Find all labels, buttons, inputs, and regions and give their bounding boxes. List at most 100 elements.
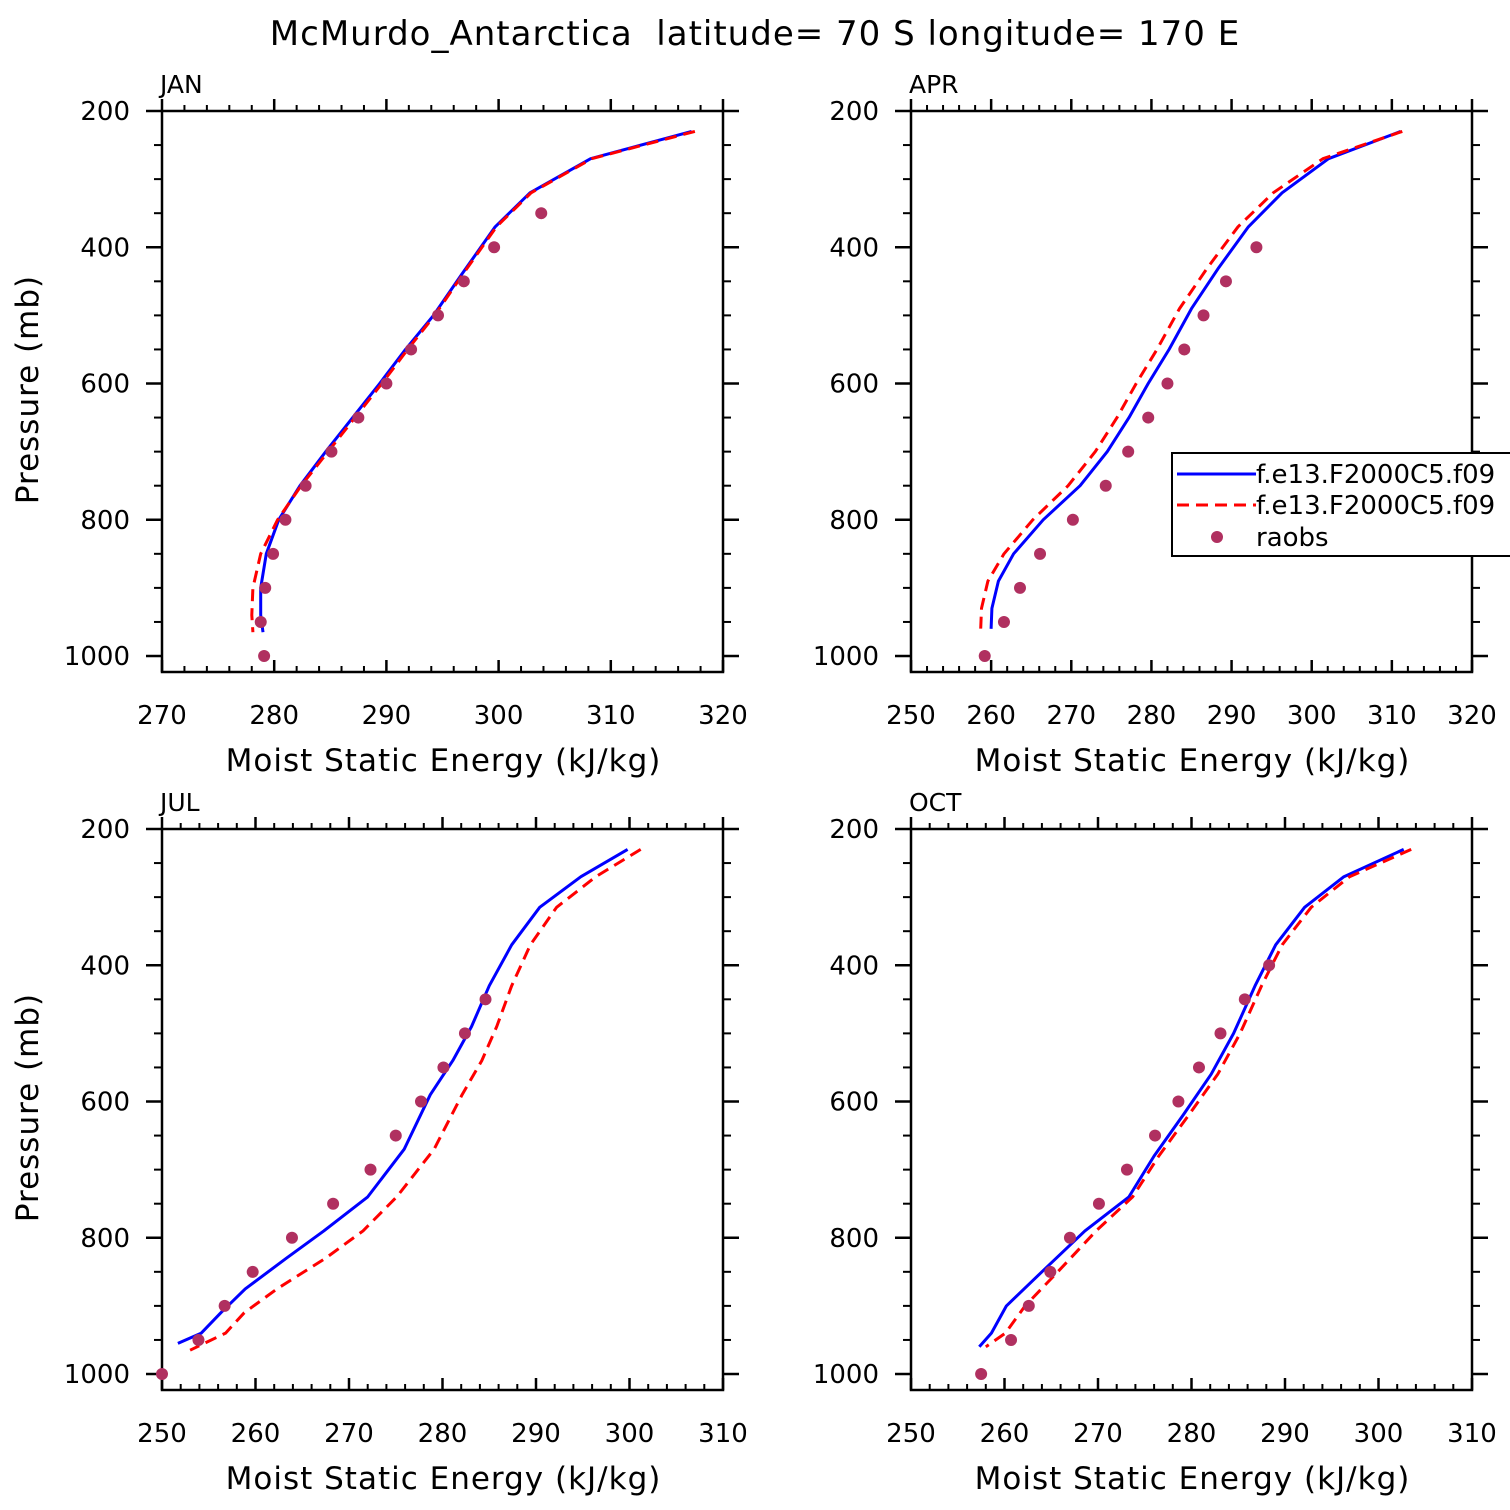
raobs-point	[1063, 1231, 1076, 1244]
y-tick-label: 400	[829, 951, 879, 981]
y-tick-label: 600	[80, 370, 130, 400]
y-tick-label: 800	[829, 1224, 879, 1254]
x-tick-label: 250	[886, 1419, 936, 1449]
raobs-point	[218, 1299, 231, 1312]
y-tick-label: 1000	[64, 642, 130, 672]
panel-title: OCT	[909, 788, 962, 817]
y-tick-label: 800	[80, 1224, 130, 1254]
x-axis-label: Moist Static Energy (kJ/kg)	[975, 743, 1411, 779]
raobs-point	[1178, 343, 1191, 356]
legend-box	[1171, 452, 1510, 557]
raobs-point	[352, 411, 365, 424]
series-line-dashed	[250, 129, 696, 633]
y-tick-label: 400	[80, 233, 130, 263]
x-tick-label: 270	[1073, 1419, 1123, 1449]
plot-frame	[160, 827, 725, 1392]
x-tick-label: 320	[1447, 701, 1497, 731]
raobs-point	[1192, 1061, 1205, 1074]
legend-label: raobs	[1256, 523, 1329, 553]
raobs-point	[437, 1061, 450, 1074]
y-tick-label: 400	[829, 233, 879, 263]
raobs-point	[299, 479, 312, 492]
panel-jan: 270 280 290 300 310 320 200 400 600 800 1000 JAN Moi…	[10, 70, 748, 779]
raobs-point	[1161, 377, 1174, 390]
raobs-point	[975, 1368, 988, 1381]
raobs-point	[1149, 1129, 1162, 1142]
raobs-point	[380, 377, 393, 390]
x-tick-label: 320	[698, 701, 748, 731]
raobs-point	[479, 993, 492, 1006]
raobs-point	[1099, 479, 1112, 492]
raobs-point	[1250, 241, 1263, 254]
x-tick-label: 290	[1260, 1419, 1310, 1449]
y-tick-label: 200	[829, 815, 879, 845]
panel-title: JAN	[158, 70, 203, 99]
raobs-point	[259, 581, 272, 594]
x-tick-label: 250	[137, 1419, 187, 1449]
raobs-point	[1013, 581, 1026, 594]
raobs-point	[325, 445, 338, 458]
y-tick-label: 600	[829, 370, 879, 400]
panel-title: JUL	[158, 788, 200, 817]
raobs-point	[1238, 993, 1251, 1006]
raobs-point	[457, 275, 470, 288]
series-line-solid	[177, 848, 629, 1345]
x-tick-label: 260	[980, 1419, 1030, 1449]
y-tick-label: 1000	[813, 1360, 879, 1390]
x-tick-label: 300	[1354, 1419, 1404, 1449]
legend-label: f.e13.F2000C5.f09	[1256, 491, 1495, 521]
raobs-point	[156, 1368, 168, 1381]
raobs-point	[1066, 513, 1079, 526]
raobs-point	[1172, 1095, 1185, 1108]
x-tick-label: 280	[418, 1419, 468, 1449]
raobs-point	[285, 1231, 298, 1244]
x-tick-label: 270	[137, 701, 187, 731]
series-line-solid	[989, 129, 1402, 629]
panel-title: APR	[909, 70, 959, 99]
series-line-dashed	[984, 848, 1412, 1349]
raobs-point	[405, 343, 418, 356]
raobs-point	[1214, 1027, 1227, 1040]
plot-frame	[909, 109, 1474, 674]
x-tick-label: 310	[1447, 1419, 1497, 1449]
raobs-point	[1022, 1299, 1035, 1312]
raobs-point	[432, 309, 445, 322]
y-tick-label: 1000	[813, 642, 879, 672]
y-tick-label: 1000	[64, 1360, 130, 1390]
raobs-point	[258, 650, 271, 663]
x-tick-label: 300	[474, 701, 524, 731]
raobs-point	[535, 207, 548, 220]
x-tick-label: 260	[966, 701, 1016, 731]
y-axis-label: Pressure (mb)	[10, 275, 46, 504]
raobs-point	[1034, 547, 1047, 560]
raobs-point	[389, 1129, 402, 1142]
y-tick-label: 200	[80, 815, 130, 845]
panel-oct: 250 260 270 280 290 300 310 200 400 600 800 1000 OCT…	[813, 788, 1497, 1497]
y-tick-label: 800	[829, 506, 879, 536]
x-tick-label: 310	[586, 701, 636, 731]
series-line-dashed	[979, 129, 1403, 629]
y-tick-label: 200	[80, 97, 130, 127]
panel-jul: 250 260 270 280 290 300 310 200 400 600 800 1000 JUL…	[10, 788, 748, 1497]
legend-label: f.e13.F2000C5.f09	[1256, 460, 1495, 490]
y-tick-label: 600	[80, 1088, 130, 1118]
x-tick-label: 280	[1167, 1419, 1217, 1449]
raobs-point	[279, 513, 292, 526]
x-axis-label: Moist Static Energy (kJ/kg)	[975, 1461, 1411, 1497]
raobs-point	[997, 615, 1010, 628]
raobs-point	[1005, 1333, 1018, 1346]
raobs-point	[1120, 1163, 1133, 1176]
raobs-point	[1142, 411, 1155, 424]
raobs-point	[458, 1027, 471, 1040]
series-line-dashed	[189, 848, 642, 1352]
raobs-point	[1044, 1265, 1057, 1278]
series-line-solid	[259, 129, 692, 633]
y-axis-label: Pressure (mb)	[10, 993, 46, 1222]
y-tick-label: 600	[829, 1088, 879, 1118]
x-axis-label: Moist Static Energy (kJ/kg)	[226, 743, 662, 779]
raobs-point	[414, 1095, 427, 1108]
raobs-point	[364, 1163, 377, 1176]
raobs-point	[1219, 275, 1232, 288]
